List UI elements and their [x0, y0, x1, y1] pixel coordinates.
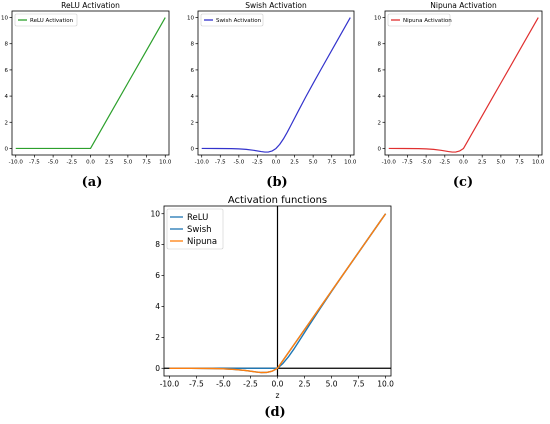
- relu-panel: ReLU Activation -10.0 -7.5 -5.0 -2.5 0.0 2.5 5.…: [1, 1, 172, 166]
- legend-label: Nipuna Activation: [403, 18, 452, 24]
- x-tick-label: -5.0: [233, 160, 244, 166]
- x-tick-label: 0.0: [272, 160, 281, 166]
- x-tick-label: -2.5: [252, 160, 263, 166]
- x-tick-label: 10.0: [377, 380, 394, 389]
- x-tick-label: -2.5: [243, 380, 258, 389]
- legend-label: Swish Activation: [216, 18, 262, 24]
- y-tick-label: 2: [5, 120, 9, 126]
- y-tick-label: 10: [187, 16, 194, 22]
- y-tick-label: 0: [5, 146, 9, 152]
- y-tick-label: 8: [191, 42, 195, 48]
- x-tick-label: 10.0: [532, 160, 545, 166]
- legend-label: ReLU: [187, 213, 208, 223]
- x-tick-label: -7.5: [402, 160, 413, 166]
- y-tick-label: 4: [191, 94, 195, 100]
- x-tick-label: -7.5: [215, 160, 226, 166]
- combined-panel: Activation functions -10.0 -7.5 -5.0 -2.5 0.0…: [150, 195, 394, 400]
- x-tick-label: -10.0: [9, 160, 24, 166]
- x-tick-label: -2.5: [66, 160, 77, 166]
- x-tick-label: 2.5: [290, 160, 299, 166]
- caption-b: (b): [266, 175, 287, 190]
- y-tick-label: 4: [155, 302, 160, 311]
- x-tick-label: 7.5: [353, 380, 365, 389]
- x-tick-label: 0.0: [459, 160, 468, 166]
- x-tick-label: 0.0: [272, 380, 284, 389]
- caption-a: (a): [82, 175, 103, 190]
- x-axis-label: z: [276, 391, 280, 400]
- series-line-nipuna-activation: [388, 17, 539, 153]
- plot-frame: [384, 10, 543, 156]
- legend-box: [200, 13, 264, 27]
- x-tick-label: -5.0: [48, 160, 59, 166]
- series-line-swish-activation: [201, 17, 351, 153]
- chart-title: Activation functions: [228, 195, 327, 206]
- nipuna-panel: Nipuna Activation -10.0 -7.5 -5.0 -2.5 0.0 2.5…: [374, 1, 545, 166]
- x-tick-label: 10.0: [344, 160, 357, 166]
- y-tick-label: 0: [191, 146, 195, 152]
- x-tick-label: -10.0: [382, 160, 397, 166]
- x-tick-label: 0.0: [86, 160, 95, 166]
- chart-title: ReLU Activation: [61, 1, 120, 10]
- x-tick-label: -10.0: [160, 380, 180, 389]
- y-tick-label: 6: [155, 271, 160, 280]
- y-tick-label: 2: [378, 120, 382, 126]
- legend-label: Nipuna: [187, 237, 217, 247]
- y-tick-label: 4: [5, 94, 9, 100]
- plot-frame: [197, 10, 355, 156]
- legend-label: Swish: [187, 225, 212, 235]
- legend-box: [166, 208, 224, 250]
- x-tick-label: 5.0: [309, 160, 318, 166]
- x-tick-label: 5.0: [497, 160, 506, 166]
- x-tick-label: 7.5: [142, 160, 151, 166]
- x-tick-label: -7.5: [29, 160, 40, 166]
- y-tick-label: 2: [191, 120, 195, 126]
- y-tick-label: 6: [378, 68, 382, 74]
- x-tick-label: 5.0: [326, 380, 338, 389]
- series-line-nipuna: [169, 213, 387, 374]
- y-tick-label: 8: [155, 240, 160, 249]
- y-tick-label: 8: [378, 42, 382, 48]
- chart-title: Nipuna Activation: [430, 1, 497, 10]
- y-tick-label: 8: [5, 42, 9, 48]
- x-tick-label: 7.5: [327, 160, 336, 166]
- x-tick-label: -2.5: [439, 160, 450, 166]
- y-tick-label: 6: [191, 68, 195, 74]
- x-tick-label: 10.0: [159, 160, 172, 166]
- chart-title: Swish Activation: [245, 1, 307, 10]
- swish-panel: Swish Activation -10.0 -7.5 -5.0 -2.5 0.0 2.5 5…: [187, 1, 357, 166]
- x-tick-label: 2.5: [105, 160, 114, 166]
- caption-d: (d): [264, 405, 285, 420]
- legend-box: [14, 13, 78, 27]
- x-tick-label: -10.0: [195, 160, 210, 166]
- legend-box: [387, 13, 451, 27]
- x-tick-label: 2.5: [299, 380, 311, 389]
- x-tick-label: 2.5: [478, 160, 487, 166]
- y-tick-label: 6: [5, 68, 9, 74]
- plot-frame: [11, 10, 170, 156]
- y-tick-label: 2: [155, 333, 160, 342]
- y-tick-label: 10: [374, 16, 381, 22]
- caption-c: (c): [453, 175, 473, 190]
- x-tick-label: -5.0: [216, 380, 231, 389]
- x-tick-label: -7.5: [189, 380, 204, 389]
- x-tick-label: 5.0: [124, 160, 133, 166]
- x-tick-label: 7.5: [515, 160, 524, 166]
- y-tick-label: 0: [155, 364, 160, 373]
- y-tick-label: 4: [378, 94, 382, 100]
- y-tick-label: 10: [1, 16, 8, 22]
- legend-label: ReLU Activation: [30, 18, 74, 24]
- series-line-relu-activation: [15, 17, 166, 150]
- x-tick-label: -5.0: [421, 160, 432, 166]
- y-tick-label: 10: [150, 209, 160, 218]
- y-tick-label: 0: [378, 146, 382, 152]
